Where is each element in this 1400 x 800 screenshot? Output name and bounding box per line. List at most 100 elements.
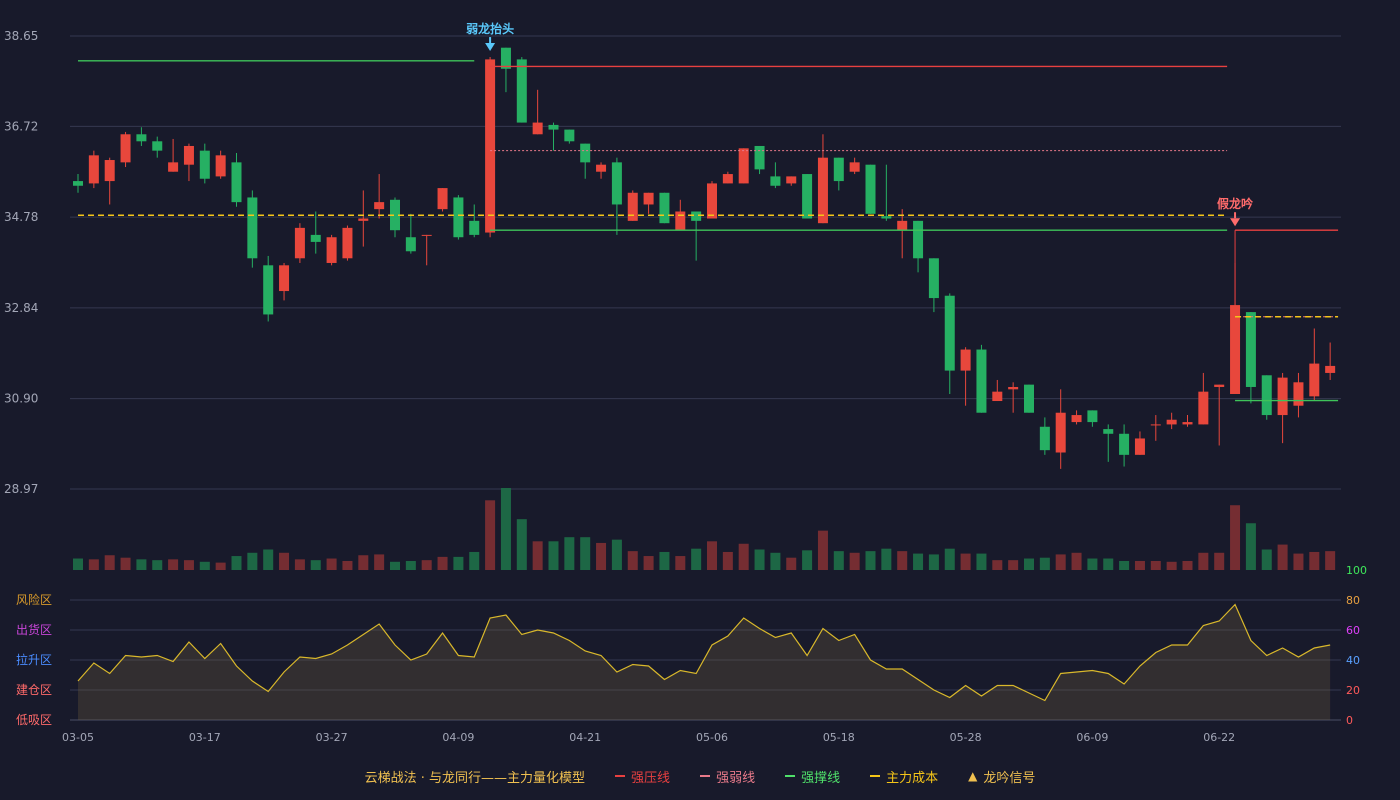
- volume-bar: [675, 556, 686, 570]
- line-icon: [870, 775, 881, 777]
- volume-bar: [1277, 544, 1288, 570]
- legend-item-weak-strong[interactable]: 强弱线: [700, 767, 755, 786]
- oscillator-line: [77, 603, 1331, 702]
- volume-bar: [913, 553, 924, 570]
- volume-bar: [1103, 558, 1114, 570]
- candle-body: [849, 162, 860, 172]
- legend-item-dragon-signal[interactable]: ▲ 龙吟信号: [968, 767, 1035, 786]
- volume-bar: [596, 542, 607, 570]
- volume-bar: [168, 559, 179, 570]
- candle-body: [944, 295, 955, 371]
- volume-bar: [960, 553, 971, 570]
- volume-bar: [1245, 523, 1256, 570]
- x-tick-label: 06-22: [1203, 731, 1235, 744]
- candle-body: [564, 129, 575, 142]
- chart-legend: 云梯战法 · 与龙同行——主力量化模型 强压线 强弱线 强撑线 主力成本 ▲ 龙…: [0, 765, 1400, 787]
- legend-item-strong-pressure[interactable]: 强压线: [615, 767, 670, 786]
- volume-bar: [1134, 560, 1145, 570]
- volume-bar: [263, 549, 274, 570]
- price-tick-label: 36.72: [4, 119, 38, 133]
- candle-body: [485, 59, 496, 233]
- oscillator-tick-label: 20: [1346, 684, 1360, 697]
- line-icon: [785, 775, 796, 777]
- volume-bar: [1087, 558, 1098, 570]
- x-tick-label: 05-18: [823, 731, 855, 744]
- volume-bar: [754, 549, 765, 570]
- price-tick-label: 28.97: [4, 482, 38, 496]
- candle-body: [73, 181, 83, 186]
- volume-bar: [437, 556, 448, 570]
- candle-body: [263, 265, 274, 315]
- candle-body: [1024, 384, 1034, 413]
- volume-bar: [1024, 558, 1034, 570]
- volume-bar: [310, 560, 321, 570]
- volume-bar: [786, 557, 797, 570]
- volume-bar: [183, 560, 194, 570]
- volume-bar: [1166, 561, 1177, 570]
- candle-body: [770, 176, 781, 186]
- volume-bar: [453, 556, 464, 570]
- candle-body: [405, 237, 416, 252]
- volume-bar: [611, 539, 622, 570]
- candle-body: [152, 141, 163, 151]
- volume-bar: [1150, 560, 1161, 570]
- volume-bar: [627, 551, 638, 570]
- candle-body: [1325, 365, 1336, 373]
- oscillator-tick-label: 40: [1346, 654, 1360, 667]
- candle-body: [1071, 415, 1082, 423]
- candle-body: [247, 197, 258, 259]
- line-icon: [700, 775, 711, 777]
- volume-bar: [231, 556, 242, 570]
- line-icon: [615, 775, 626, 777]
- candle-body: [294, 227, 305, 259]
- volume-bar: [849, 552, 860, 570]
- candle-body: [976, 349, 987, 413]
- legend-item-main-cost[interactable]: 主力成本: [870, 767, 938, 786]
- x-tick-label: 03-17: [189, 731, 221, 744]
- volume-bar: [247, 552, 258, 570]
- volume-bar: [326, 558, 337, 570]
- volume-bar: [1039, 557, 1050, 570]
- candle-body: [675, 211, 686, 231]
- x-tick-label: 04-09: [442, 731, 474, 744]
- volume-bar: [833, 551, 844, 570]
- candle-body: [1214, 384, 1225, 387]
- volume-bar: [580, 537, 591, 570]
- candle-body: [469, 220, 480, 235]
- volume-bar: [516, 519, 527, 570]
- zone-label: 建仓区: [16, 683, 52, 697]
- volume-bar: [1261, 549, 1272, 570]
- legend-label: 龙吟信号: [983, 770, 1036, 786]
- oscillator-layer: [77, 603, 1331, 720]
- candle-body: [580, 143, 591, 163]
- volume-bar: [707, 541, 717, 570]
- volume-bar: [1071, 552, 1082, 570]
- volume-bar: [944, 548, 955, 570]
- candle-body: [421, 234, 432, 236]
- candle-body: [1182, 422, 1193, 425]
- candle-body: [231, 162, 242, 203]
- candle-body: [928, 258, 939, 299]
- oscillator-area: [78, 604, 1331, 720]
- triangle-icon: ▲: [968, 769, 978, 783]
- signal-label: 假龙吟: [1217, 196, 1253, 211]
- candle-body: [897, 220, 908, 231]
- candle-body: [1103, 429, 1114, 434]
- candle-body: [786, 176, 797, 184]
- volume-bar: [1198, 552, 1209, 570]
- oscillator-tick-label: 60: [1346, 624, 1360, 637]
- volume-bar: [1293, 553, 1304, 570]
- zone-label: 拉升区: [16, 652, 52, 667]
- candle-body: [532, 122, 543, 135]
- volume-bar: [374, 554, 385, 570]
- candle-body: [1008, 386, 1019, 390]
- legend-item-strong-support[interactable]: 强撑线: [785, 767, 840, 786]
- volume-bar: [770, 552, 781, 570]
- candle-body: [1166, 419, 1177, 425]
- candle-body: [913, 220, 924, 259]
- candle-body: [817, 157, 828, 224]
- candle-layer: [73, 47, 1336, 469]
- candle-body: [1198, 391, 1209, 425]
